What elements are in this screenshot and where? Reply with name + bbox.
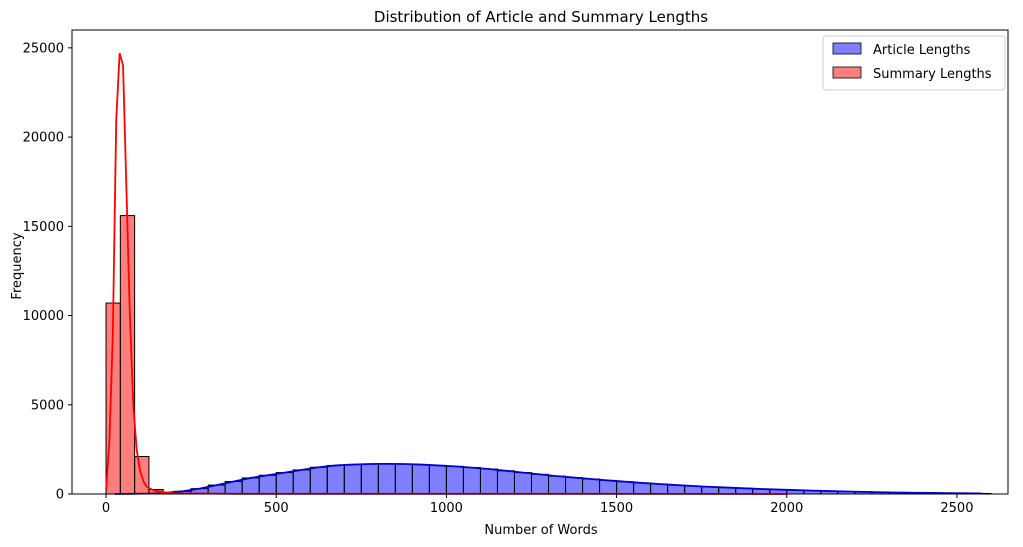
article-bar bbox=[326, 464, 345, 495]
article-bar bbox=[548, 475, 567, 495]
article-bar bbox=[599, 479, 618, 495]
y-tick-label: 20000 bbox=[23, 131, 64, 146]
article-bar bbox=[650, 483, 669, 495]
legend-swatch-summary bbox=[832, 66, 862, 79]
article-bar bbox=[667, 484, 686, 495]
y-tick-label: 10000 bbox=[23, 309, 64, 324]
article-bar bbox=[292, 469, 311, 495]
article-bar bbox=[343, 464, 362, 495]
article-bar bbox=[633, 482, 652, 495]
y-tick-label: 15000 bbox=[23, 220, 64, 235]
x-tick-label: 2500 bbox=[940, 501, 973, 516]
summary-kde-line bbox=[105, 52, 787, 495]
article-bar bbox=[377, 463, 396, 495]
chart-title: Distribution of Article and Summary Leng… bbox=[374, 8, 708, 26]
article-bar bbox=[616, 481, 635, 495]
article-bar bbox=[394, 463, 413, 495]
article-bar bbox=[275, 472, 294, 495]
axes: 0 500 1000 1500 2000 250005000100001500020000… bbox=[23, 29, 1009, 516]
article-bar bbox=[513, 472, 532, 495]
article-bar bbox=[241, 477, 260, 495]
article-bar bbox=[309, 466, 328, 495]
article-bar bbox=[479, 468, 498, 495]
y-tick-label: 0 bbox=[56, 488, 64, 503]
article-bar bbox=[428, 464, 447, 495]
legend-label-summary: Summary Lengths bbox=[873, 67, 992, 82]
x-axis-title: Number of Words bbox=[484, 523, 597, 538]
article-bar bbox=[411, 464, 430, 495]
article-bar bbox=[462, 467, 481, 495]
y-axis-title: Frequency bbox=[10, 232, 25, 299]
legend-frame bbox=[822, 35, 1006, 91]
y-tick-label: 5000 bbox=[31, 398, 64, 413]
article-bar bbox=[258, 474, 277, 495]
legend: Article Lengths Summary Lengths bbox=[822, 35, 1006, 91]
article-bar bbox=[496, 470, 515, 495]
legend-swatch-article bbox=[832, 42, 862, 55]
article-bar bbox=[530, 473, 550, 495]
y-tick-label: 25000 bbox=[23, 41, 64, 56]
article-kde-line bbox=[114, 462, 983, 495]
article-bar bbox=[582, 478, 601, 495]
article-bar bbox=[445, 465, 464, 495]
x-tick-label: 500 bbox=[264, 501, 289, 516]
x-tick-label: 0 bbox=[102, 501, 110, 516]
axes-frame bbox=[71, 29, 1009, 495]
x-tick-label: 1500 bbox=[600, 501, 633, 516]
article-bar bbox=[565, 477, 584, 495]
article-bar bbox=[360, 463, 379, 495]
x-tick-label: 1000 bbox=[430, 501, 463, 516]
x-tick-label: 2000 bbox=[770, 501, 803, 516]
plot-area bbox=[105, 52, 992, 495]
legend-label-article: Article Lengths bbox=[873, 43, 971, 58]
